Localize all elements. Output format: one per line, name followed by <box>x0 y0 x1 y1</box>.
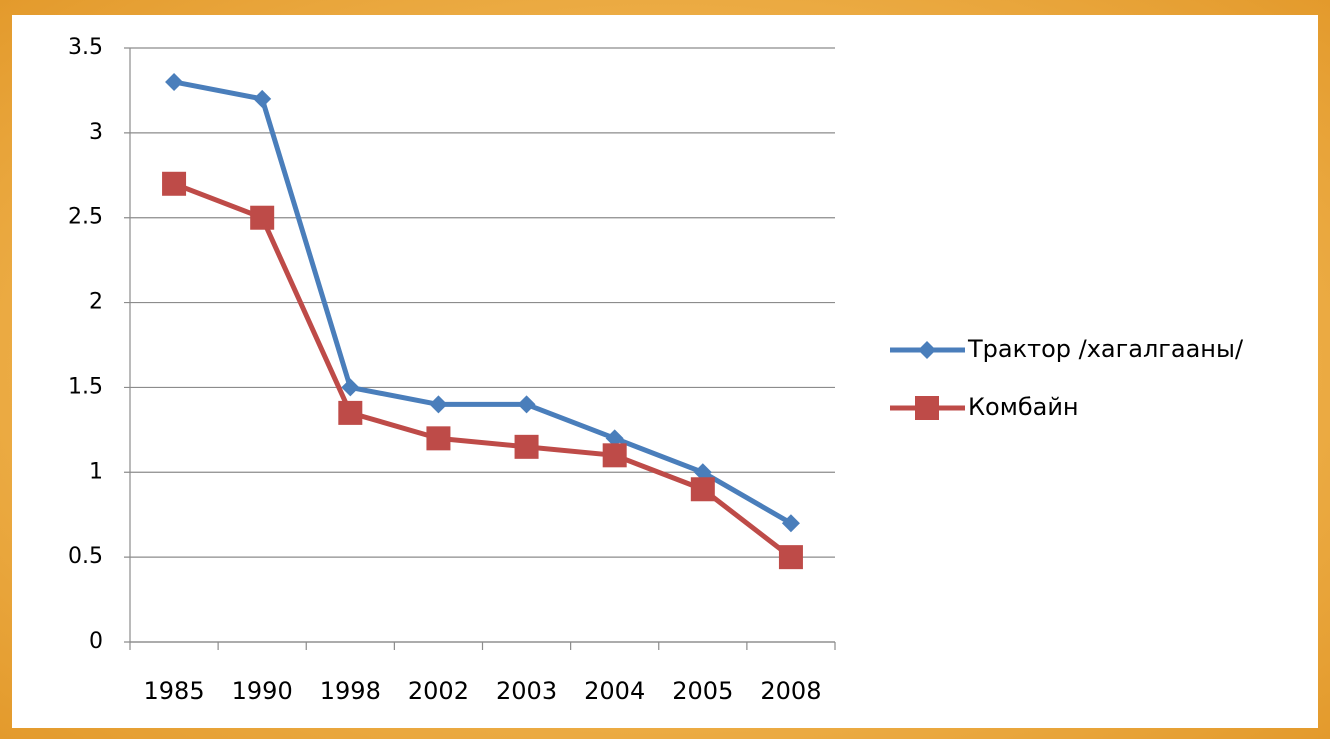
y-tick-label: 2 <box>89 290 103 315</box>
legend-marker <box>918 341 936 359</box>
marker <box>690 477 715 502</box>
legend-label: Комбайн <box>968 393 1079 421</box>
x-tick-label: 1998 <box>320 677 381 705</box>
x-tick-label: 2002 <box>408 677 469 705</box>
marker <box>514 434 539 459</box>
y-tick-label: 3.5 <box>68 35 103 60</box>
y-tick-label: 2.5 <box>68 205 103 230</box>
legend-marker <box>915 396 939 420</box>
x-tick-label: 1985 <box>144 677 205 705</box>
x-tick-label: 2005 <box>672 677 733 705</box>
y-tick-label: 3 <box>89 120 103 145</box>
marker <box>693 463 712 482</box>
marker <box>602 443 627 468</box>
marker <box>605 429 624 448</box>
marker <box>426 426 451 451</box>
legend-label: Трактор /хагалгааны/ <box>967 335 1244 363</box>
series-line <box>173 79 793 526</box>
y-tick-label: 1.5 <box>68 374 103 399</box>
chart-panel <box>12 15 1318 728</box>
y-tick-label: 0.5 <box>68 544 103 569</box>
marker <box>341 378 360 397</box>
marker <box>250 205 275 230</box>
x-tick-label: 2004 <box>584 677 645 705</box>
marker <box>253 89 272 108</box>
x-tick-label: 1990 <box>232 677 293 705</box>
series-line <box>173 181 793 560</box>
marker <box>778 545 803 570</box>
marker <box>162 171 187 196</box>
marker <box>165 72 184 91</box>
y-tick-label: 0 <box>89 629 103 654</box>
x-tick-label: 2008 <box>760 677 821 705</box>
marker <box>429 395 448 414</box>
marker <box>338 400 363 425</box>
marker <box>517 395 536 414</box>
x-tick-label: 2003 <box>496 677 557 705</box>
marker <box>781 514 800 533</box>
y-tick-label: 1 <box>89 459 103 484</box>
